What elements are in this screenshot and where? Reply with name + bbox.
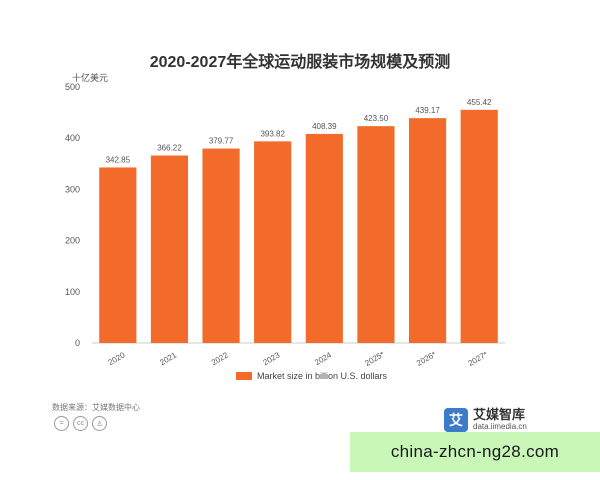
x-tick-label: 2025* bbox=[363, 350, 386, 368]
x-tick-label: 2026* bbox=[415, 350, 438, 368]
equals-icon: = bbox=[54, 416, 69, 431]
bar-value-label: 423.50 bbox=[364, 114, 389, 123]
legend: Market size in billion U.S. dollars bbox=[236, 371, 387, 381]
bar bbox=[99, 167, 137, 343]
bar bbox=[305, 133, 343, 343]
bar bbox=[254, 141, 292, 343]
data-source: 数据来源：艾媒数据中心 bbox=[52, 403, 140, 412]
watermark-banner: china-zhcn-ng28.com bbox=[350, 432, 600, 472]
x-tick-label: 2023 bbox=[261, 350, 281, 367]
y-unit-label: 十亿美元 bbox=[72, 73, 109, 83]
bar bbox=[460, 109, 498, 344]
bar-value-label: 439.17 bbox=[415, 106, 440, 115]
bar bbox=[357, 126, 395, 343]
bar-value-label: 342.85 bbox=[106, 155, 131, 164]
y-tick-label: 400 bbox=[65, 133, 80, 143]
bar bbox=[202, 148, 240, 343]
brand-logo-icon: 艾 bbox=[444, 408, 468, 432]
license-icons: = cc ♙ bbox=[54, 416, 111, 431]
brand-name: 艾媒智库 bbox=[473, 407, 526, 422]
chart-title: 2020-2027年全球运动服装市场规模及预测 bbox=[149, 54, 451, 71]
x-tick-label: 2022 bbox=[210, 350, 230, 367]
brand: 艾 艾媒智库 data.iimedia.cn bbox=[444, 408, 527, 432]
bar-value-label: 379.77 bbox=[209, 137, 234, 146]
x-tick-label: 2021 bbox=[158, 350, 178, 367]
bar-value-label: 393.82 bbox=[260, 129, 285, 138]
x-tick-label: 2027* bbox=[467, 350, 490, 368]
bar bbox=[150, 155, 189, 343]
bar-value-label: 455.42 bbox=[467, 98, 492, 107]
x-tick-label: 2020 bbox=[107, 350, 127, 367]
person-icon: ♙ bbox=[92, 416, 107, 431]
bar bbox=[408, 118, 447, 343]
y-tick-label: 0 bbox=[75, 338, 80, 348]
bar-value-label: 408.39 bbox=[312, 122, 337, 131]
legend-label: Market size in billion U.S. dollars bbox=[257, 371, 388, 381]
x-tick-label: 2024 bbox=[313, 350, 333, 367]
y-tick-label: 300 bbox=[65, 184, 80, 194]
bar-value-label: 366.22 bbox=[157, 143, 182, 152]
legend-swatch bbox=[236, 372, 252, 380]
y-tick-label: 500 bbox=[65, 82, 80, 92]
y-tick-label: 100 bbox=[65, 287, 80, 297]
brand-url: data.iimedia.cn bbox=[473, 422, 527, 431]
cc-icon: cc bbox=[73, 416, 88, 431]
y-tick-label: 200 bbox=[65, 236, 80, 246]
